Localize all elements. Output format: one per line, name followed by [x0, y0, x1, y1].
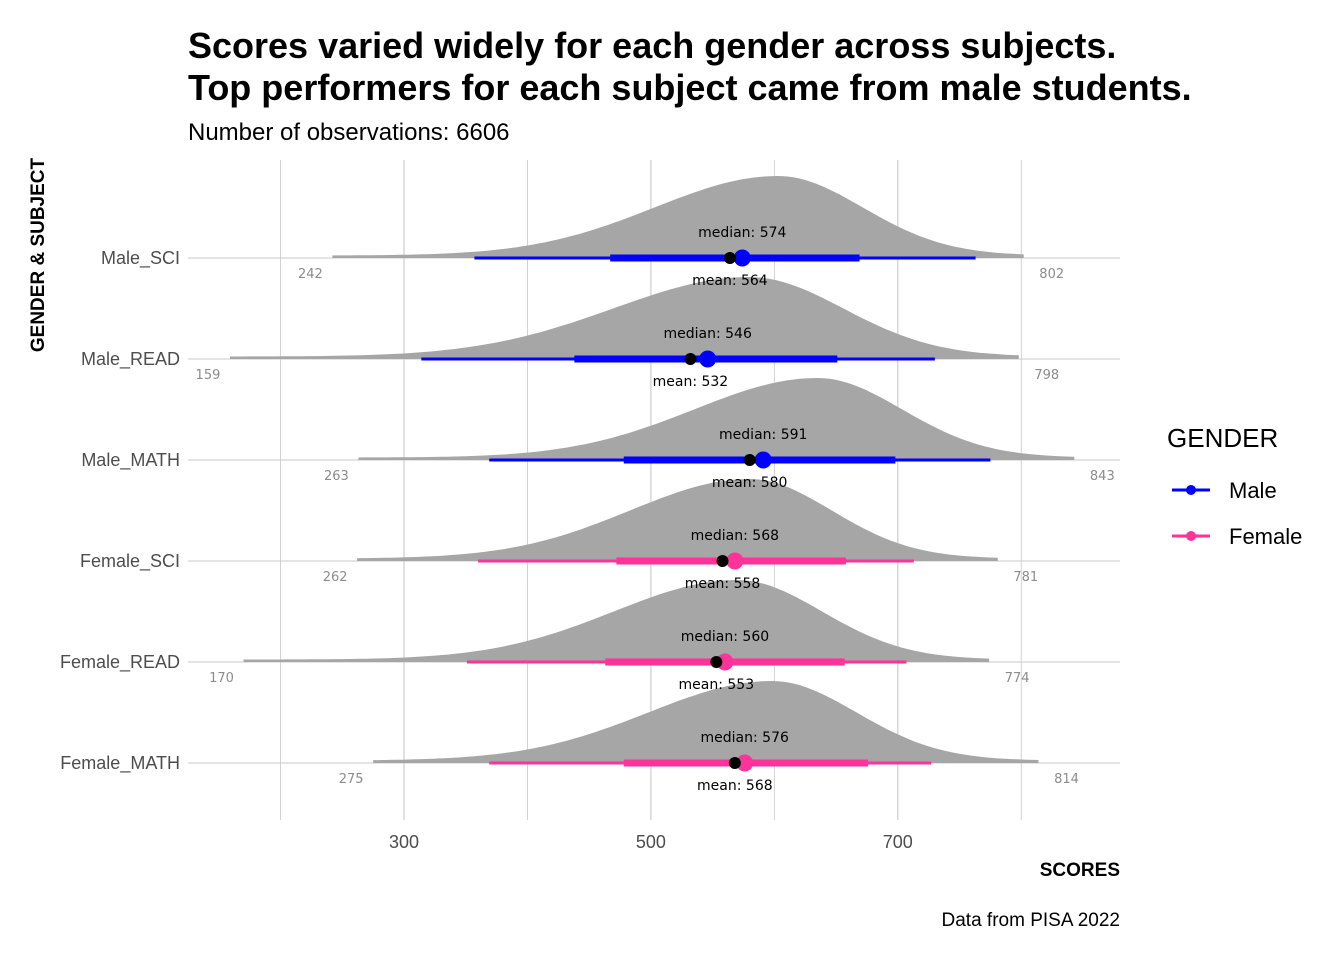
min-label-Male_MATH: 263 [324, 469, 349, 484]
max-label-Female_MATH: 814 [1054, 772, 1079, 787]
legend-items: Male Female [1172, 478, 1302, 549]
max-label-Female_SCI: 781 [1013, 570, 1038, 585]
legend-label-male: Male [1229, 478, 1277, 503]
mean-label-Male_READ: mean: 532 [653, 374, 729, 390]
mean-point-Female_SCI [716, 555, 729, 567]
chart-title-line-1: Scores varied widely for each gender acr… [188, 25, 1116, 66]
mean-point-Female_READ [710, 656, 723, 668]
mean-label-Male_MATH: mean: 580 [712, 475, 788, 491]
median-label-Male_READ: median: 546 [664, 326, 752, 342]
legend-label-female: Female [1229, 524, 1302, 549]
min-label-Male_READ: 159 [196, 368, 221, 383]
density-Male_READ [229, 277, 1019, 359]
median-point-Male_READ [699, 350, 717, 368]
min-label-Male_SCI: 242 [298, 267, 323, 282]
mean-label-Male_SCI: mean: 564 [692, 273, 768, 289]
y-tick-label: Male_SCI [101, 248, 180, 269]
density-layer [229, 176, 1075, 763]
y-axis-title: GENDER & SUBJECT [28, 157, 49, 352]
median-label-Female_READ: median: 560 [681, 629, 769, 645]
annotation-layer: median: 574 mean: 564 242 802 median: 546 mea… [196, 225, 1115, 794]
legend-key-point-male [1186, 485, 1196, 495]
median-point-Male_SCI [733, 249, 751, 267]
min-label-Female_SCI: 262 [323, 570, 348, 585]
legend-title: GENDER [1167, 423, 1278, 453]
x-tick-label: 500 [636, 832, 666, 852]
density-Male_MATH [358, 378, 1075, 460]
chart-title-line-2: Top performers for each subject came fro… [188, 67, 1192, 108]
median-label-Female_SCI: median: 568 [691, 528, 779, 544]
legend-key-point-female [1186, 531, 1196, 541]
max-label-Male_MATH: 843 [1090, 469, 1115, 484]
max-label-Male_SCI: 802 [1039, 267, 1064, 282]
x-axis-title: SCORES [1040, 860, 1120, 881]
y-tick-label: Female_MATH [60, 753, 180, 774]
mean-point-Male_SCI [723, 252, 736, 264]
interval-layer [421, 249, 991, 772]
median-label-Male_SCI: median: 574 [698, 225, 786, 241]
mean-label-Female_SCI: mean: 558 [685, 576, 761, 592]
y-tick-label: Female_READ [60, 652, 180, 673]
max-label-Male_READ: 798 [1034, 368, 1059, 383]
mean-label-Female_READ: mean: 553 [679, 677, 755, 693]
x-tick-label: 700 [883, 832, 913, 852]
max-label-Female_READ: 774 [1005, 671, 1030, 686]
median-point-Female_READ [716, 653, 734, 671]
median-point-Female_MATH [736, 754, 754, 772]
y-tick-label: Male_MATH [81, 450, 180, 471]
density-Female_READ [243, 580, 990, 662]
x-tick-label: 300 [389, 832, 419, 852]
y-tick-label: Male_READ [81, 349, 180, 370]
legend: GENDER Male Female [1167, 423, 1302, 549]
chart-subtitle: Number of observations: 6606 [188, 119, 510, 146]
density-Male_SCI [332, 176, 1024, 258]
mean-point-Male_READ [684, 353, 697, 365]
density-Female_SCI [357, 479, 998, 561]
min-label-Female_MATH: 275 [339, 772, 364, 787]
median-label-Male_MATH: median: 591 [719, 427, 807, 443]
mean-point-Male_MATH [743, 454, 756, 466]
density-Female_MATH [373, 681, 1039, 763]
mean-point-Female_MATH [728, 757, 741, 769]
caption: Data from PISA 2022 [942, 910, 1121, 931]
median-label-Female_MATH: median: 576 [701, 730, 789, 746]
median-point-Male_MATH [754, 451, 772, 469]
y-axis-ticks: Male_SCI Male_READ Male_MATH Female_SCI Fema… [60, 248, 180, 774]
mean-label-Female_MATH: mean: 568 [697, 778, 773, 794]
y-tick-label: Female_SCI [80, 551, 180, 572]
min-label-Female_READ: 170 [209, 671, 234, 686]
median-point-Female_SCI [726, 552, 744, 570]
x-axis-ticks: 300 500 700 [389, 832, 913, 852]
